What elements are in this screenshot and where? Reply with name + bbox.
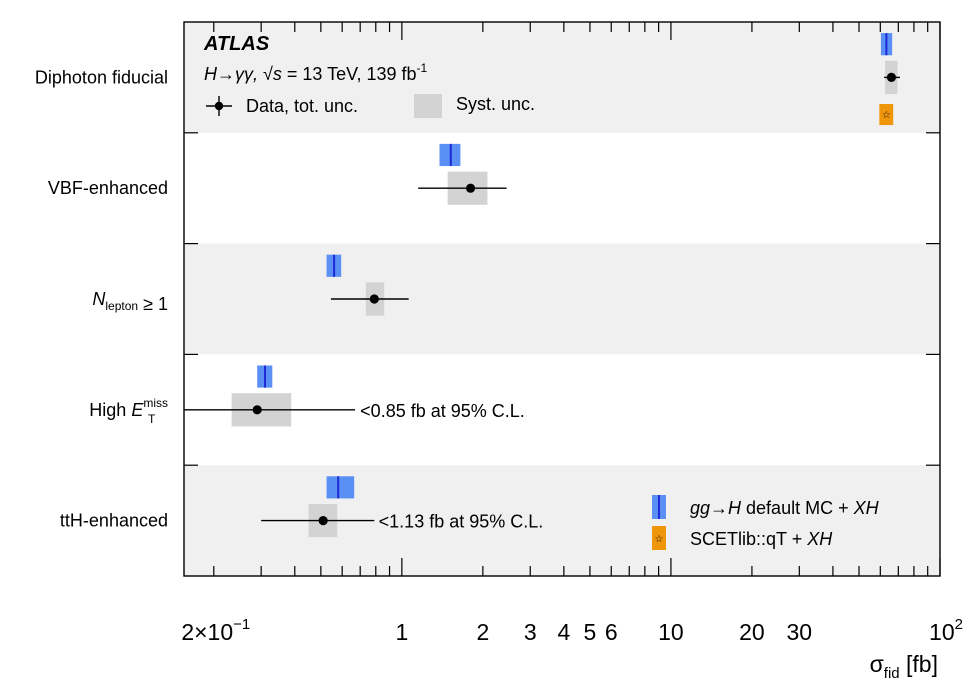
x-tick-label: 10 <box>658 619 684 645</box>
data-point <box>466 184 475 193</box>
x-axis-title: σfid [fb] <box>870 651 938 682</box>
legend-scetlib-text: SCETlib::qT + <box>690 529 807 549</box>
scetlib-star: ☆ <box>882 110 891 121</box>
x-axis-subscript: fid <box>884 665 900 682</box>
energy-text: = 13 TeV, 139 fb <box>282 64 417 84</box>
category-label-text: VBF-enhanced <box>48 178 168 198</box>
category-label: ttH-enhanced <box>60 511 168 531</box>
x-tick-label: 5 <box>584 619 597 645</box>
category-label-symbol: N <box>92 289 106 309</box>
data-point <box>370 294 379 303</box>
process-label: H→γγ, √s = 13 TeV, 139 fb-1 <box>204 61 428 84</box>
data-point <box>319 516 328 525</box>
tick-times: × <box>194 619 207 645</box>
mc-default-band <box>327 476 355 498</box>
luminosity-exponent: -1 <box>417 61 428 75</box>
x-tick-label: 3 <box>524 619 537 645</box>
x-tick-label: 30 <box>787 619 813 645</box>
x-tick-label: 1 <box>395 619 408 645</box>
x-tick-label: 2 <box>476 619 489 645</box>
upper-limit-label: <1.13 fb at 95% C.L. <box>379 512 544 532</box>
tick-mantissa: 2 <box>181 619 194 645</box>
category-label: VBF-enhanced <box>48 178 168 198</box>
category-label-text: ≥ 1 <box>138 294 168 314</box>
tick-exponent: 2 <box>955 616 963 633</box>
process-text: H→γγ, <box>204 64 263 84</box>
category-label-text: High <box>89 400 131 420</box>
x-tick-label: 4 <box>557 619 570 645</box>
tick-exponent: −1 <box>233 616 250 633</box>
tick-base: 10 <box>929 619 955 645</box>
x-tick-label: 102 <box>929 616 963 645</box>
upper-limit-label: <0.85 fb at 95% C.L. <box>360 401 525 421</box>
x-tick-label: 6 <box>605 619 618 645</box>
x-tick-label: 2×10−1 <box>181 616 250 645</box>
legend-data-marker <box>215 102 223 110</box>
category-label-text: Diphoton fiducial <box>35 67 168 87</box>
legend-data-label: Data, tot. unc. <box>246 96 358 116</box>
category-label: High Emiss T <box>89 396 168 426</box>
category-label-subscript: T <box>148 412 156 426</box>
legend-syst-label: Syst. unc. <box>456 94 535 114</box>
legend-mc-label: gg→H default MC + XH <box>690 498 880 518</box>
category-label: Diphoton fiducial <box>35 67 168 87</box>
legend-scetlib-xh: XH <box>806 529 833 549</box>
sqrt-sign: √ <box>263 64 273 84</box>
x-axis-symbol: σ <box>870 651 884 677</box>
data-point <box>253 405 262 414</box>
category-label: Nlepton ≥ 1 <box>92 289 168 314</box>
legend-scetlib-star: ☆ <box>655 534 664 545</box>
category-label-superscript: miss <box>143 396 168 410</box>
data-point <box>887 73 896 82</box>
legend-mc-xh: XH <box>853 498 880 518</box>
legend-syst-swatch <box>414 94 442 118</box>
legend-mc-text: default MC + <box>741 498 854 518</box>
x-tick-label: 20 <box>739 619 765 645</box>
experiment-label: ATLAS <box>203 33 270 55</box>
category-label-subscript: lepton <box>105 299 138 313</box>
category-band <box>184 244 940 355</box>
legend-scetlib-label: SCETlib::qT + XH <box>690 529 833 549</box>
category-label-text: ttH-enhanced <box>60 511 168 531</box>
legend-mc-process: gg→H <box>690 498 742 518</box>
sqrt-argument: s <box>273 64 282 84</box>
x-axis-unit: [fb] <box>906 651 938 677</box>
tick-base: 10 <box>208 619 234 645</box>
